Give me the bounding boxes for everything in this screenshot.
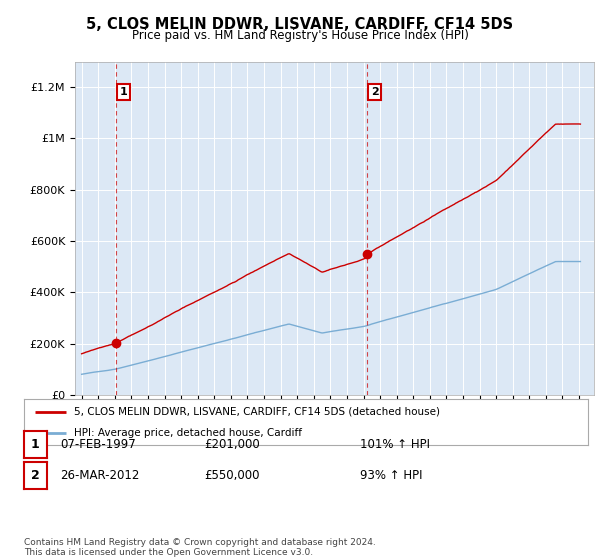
Text: Contains HM Land Registry data © Crown copyright and database right 2024.
This d: Contains HM Land Registry data © Crown c… bbox=[24, 538, 376, 557]
Text: £550,000: £550,000 bbox=[204, 469, 260, 482]
Text: 07-FEB-1997: 07-FEB-1997 bbox=[60, 438, 136, 451]
Text: 93% ↑ HPI: 93% ↑ HPI bbox=[360, 469, 422, 482]
Text: 1: 1 bbox=[120, 87, 128, 97]
Text: 1: 1 bbox=[31, 438, 40, 451]
Text: £201,000: £201,000 bbox=[204, 438, 260, 451]
Text: HPI: Average price, detached house, Cardiff: HPI: Average price, detached house, Card… bbox=[74, 428, 302, 438]
Text: Price paid vs. HM Land Registry's House Price Index (HPI): Price paid vs. HM Land Registry's House … bbox=[131, 29, 469, 42]
Text: 26-MAR-2012: 26-MAR-2012 bbox=[60, 469, 139, 482]
Text: 5, CLOS MELIN DDWR, LISVANE, CARDIFF, CF14 5DS: 5, CLOS MELIN DDWR, LISVANE, CARDIFF, CF… bbox=[86, 17, 514, 32]
Text: 2: 2 bbox=[371, 87, 379, 97]
Text: 101% ↑ HPI: 101% ↑ HPI bbox=[360, 438, 430, 451]
Text: 5, CLOS MELIN DDWR, LISVANE, CARDIFF, CF14 5DS (detached house): 5, CLOS MELIN DDWR, LISVANE, CARDIFF, CF… bbox=[74, 407, 440, 417]
Text: 2: 2 bbox=[31, 469, 40, 482]
